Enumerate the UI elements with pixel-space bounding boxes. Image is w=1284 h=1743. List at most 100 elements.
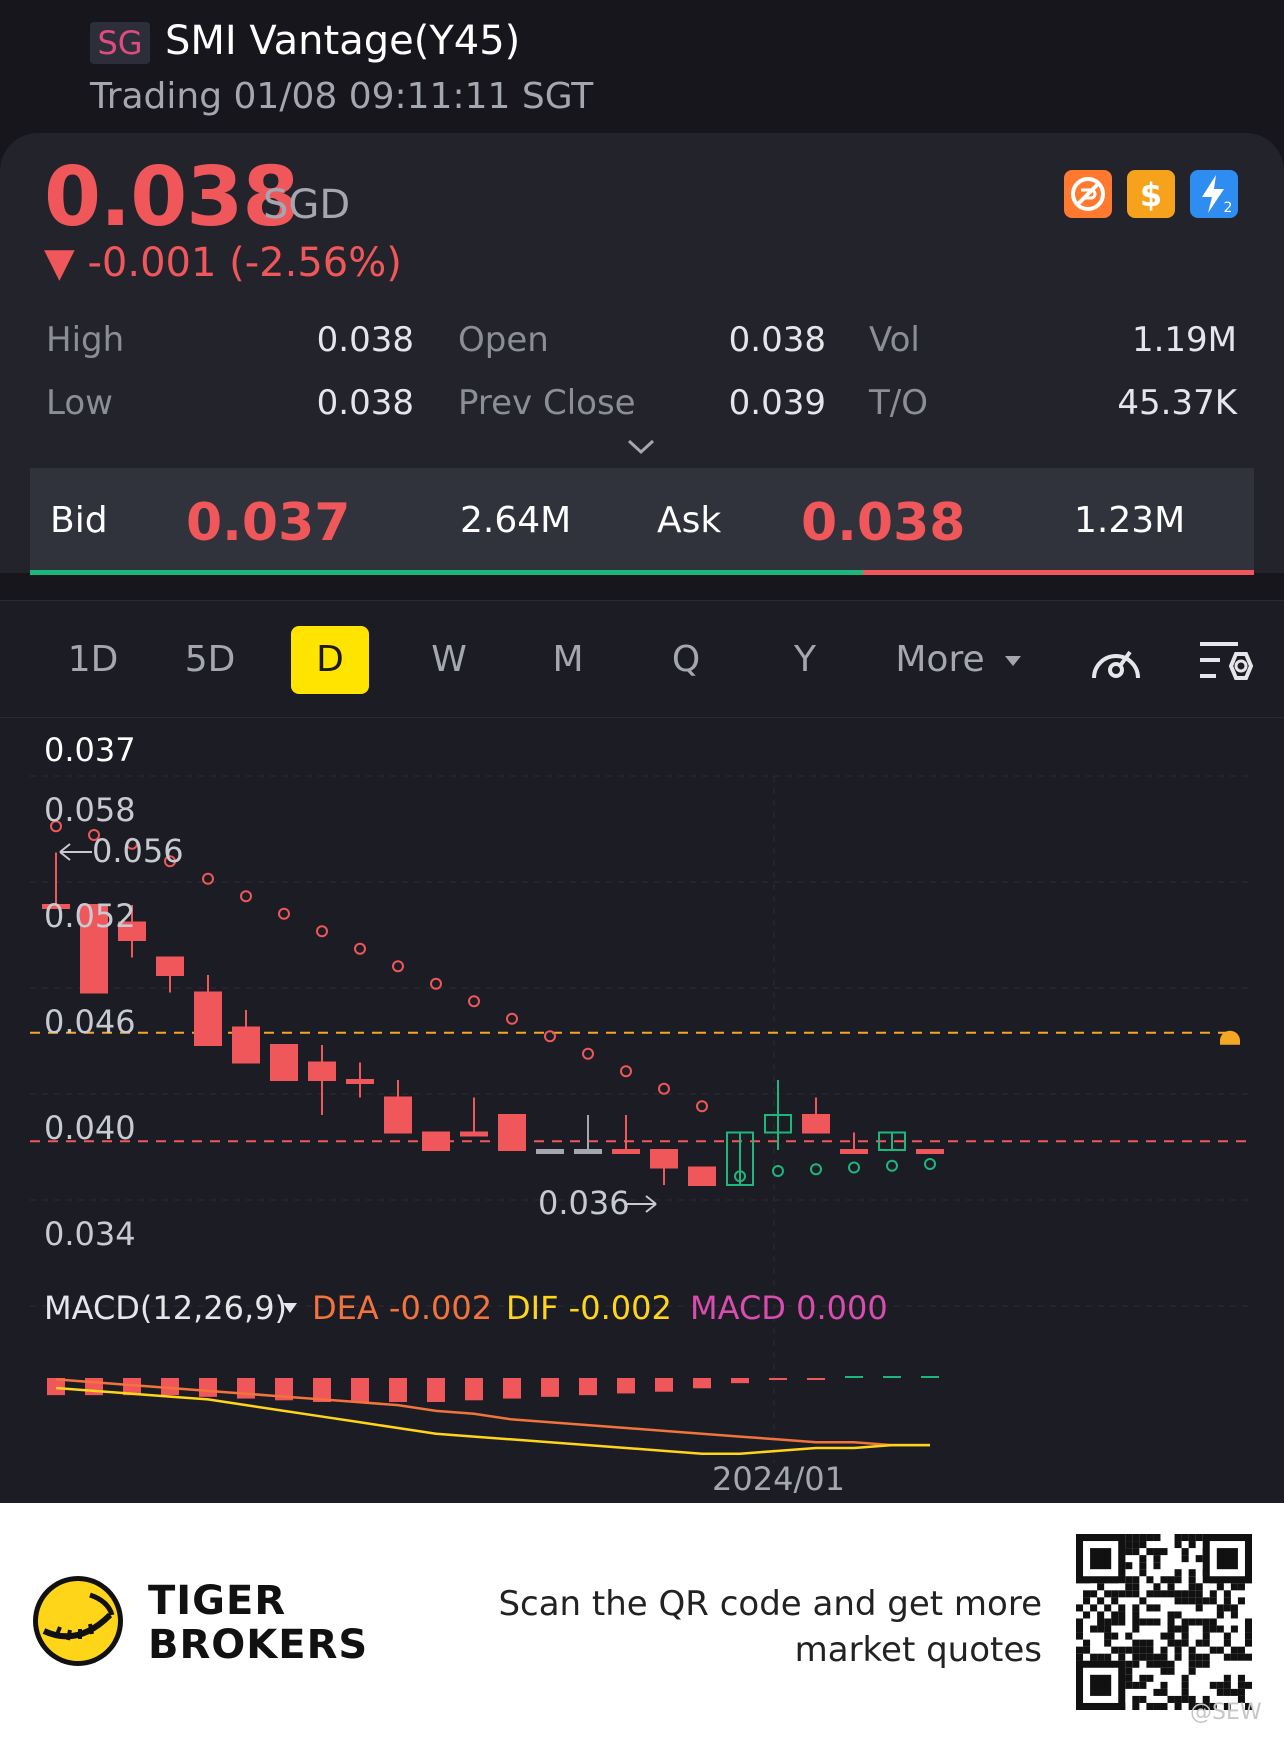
chevron-down-icon[interactable]: [626, 436, 656, 458]
no-short-icon[interactable]: [1064, 170, 1112, 218]
qr-module: [1223, 1681, 1231, 1689]
indicator-settings-icon[interactable]: [1196, 636, 1256, 686]
qr-module: [1104, 1625, 1112, 1633]
tab-more[interactable]: More: [895, 639, 985, 680]
qr-module: [1139, 1653, 1147, 1661]
macd-histogram-bar: [389, 1378, 407, 1402]
qr-module: [1132, 1695, 1140, 1703]
ask-ratio-bar: [863, 570, 1254, 575]
qr-module: [1167, 1667, 1175, 1675]
candle-body: [194, 991, 222, 1046]
chart-canvas[interactable]: [0, 718, 1284, 1503]
qr-module: [1188, 1534, 1196, 1542]
qr-module: [1195, 1590, 1203, 1598]
qr-module: [1188, 1576, 1196, 1584]
candle-body: [650, 1149, 678, 1169]
qr-module: [1181, 1618, 1189, 1626]
qr-module: [1223, 1688, 1231, 1696]
sar-dot: [924, 1158, 936, 1170]
qr-module: [1209, 1702, 1217, 1710]
qr-module: [1244, 1632, 1252, 1640]
qr-module: [1223, 1590, 1231, 1598]
turnover-label: T/O: [869, 383, 928, 423]
tab-5d[interactable]: 5D: [184, 639, 236, 680]
macd-title[interactable]: MACD(12,26,9): [44, 1289, 288, 1327]
kline-chart[interactable]: [0, 718, 1284, 1503]
qr-module: [1153, 1702, 1161, 1710]
macd-histogram-bar: [655, 1378, 673, 1392]
macd-histogram-bar: [199, 1378, 217, 1397]
qr-module: [1132, 1583, 1140, 1591]
qr-module: [1125, 1590, 1133, 1598]
x-axis-date: 2024/01: [712, 1460, 845, 1498]
macd-histogram-bar: [693, 1378, 711, 1389]
tab-yearly[interactable]: Y: [794, 639, 816, 680]
qr-module: [1083, 1639, 1091, 1647]
qr-module: [1111, 1646, 1119, 1654]
qr-module: [1097, 1618, 1105, 1626]
qr-module: [1223, 1632, 1231, 1640]
qr-module: [1111, 1590, 1119, 1598]
qr-module: [1202, 1625, 1210, 1633]
qr-module: [1181, 1674, 1189, 1682]
sar-dot: [430, 977, 442, 990]
qr-module: [1174, 1653, 1182, 1661]
qr-module: [1153, 1583, 1161, 1591]
qr-module: [1174, 1541, 1182, 1549]
macd-histogram-bar: [617, 1378, 635, 1394]
qr-module: [1244, 1618, 1252, 1626]
qr-module: [1202, 1653, 1210, 1661]
qr-module: [1076, 1653, 1084, 1661]
tab-monthly[interactable]: M: [552, 639, 584, 680]
qr-module: [1216, 1688, 1224, 1696]
qr-module: [1160, 1632, 1168, 1640]
qr-module: [1125, 1667, 1133, 1675]
caret-down-icon[interactable]: [1004, 654, 1022, 668]
leverage-icon[interactable]: 2: [1190, 170, 1238, 218]
macd-histogram-bar: [807, 1378, 825, 1380]
tab-weekly[interactable]: W: [431, 639, 467, 680]
qr-module: [1153, 1660, 1161, 1668]
qr-module: [1237, 1646, 1245, 1654]
candle-body: [346, 1079, 374, 1084]
speedometer-icon[interactable]: [1086, 636, 1146, 686]
qr-module: [1216, 1625, 1224, 1633]
tab-daily[interactable]: D: [291, 626, 369, 694]
qr-module: [1146, 1660, 1154, 1668]
tab-1d[interactable]: 1D: [67, 639, 119, 680]
qr-module: [1167, 1590, 1175, 1598]
max-marker-arrow: [59, 843, 92, 861]
caret-down-icon[interactable]: [282, 1302, 298, 1314]
macd-histogram-bar: [465, 1378, 483, 1401]
dividend-icon[interactable]: $: [1127, 170, 1175, 218]
qr-module: [1125, 1681, 1133, 1689]
sar-dot: [392, 960, 404, 973]
qr-module: [1181, 1695, 1189, 1703]
qr-module: [1237, 1695, 1245, 1703]
market-badge: SG: [90, 22, 150, 64]
candle-body: [384, 1096, 412, 1134]
qr-module: [1153, 1555, 1161, 1563]
qr-module: [1146, 1646, 1154, 1654]
qr-module: [1146, 1653, 1154, 1661]
qr-module: [1167, 1625, 1175, 1633]
bell-icon: [1220, 1030, 1240, 1045]
qr-module: [1167, 1660, 1175, 1668]
qr-module: [1146, 1590, 1154, 1598]
qr-module: [1237, 1688, 1245, 1696]
open-value: 0.038: [728, 320, 826, 360]
sar-dot: [240, 890, 252, 903]
qr-module: [1202, 1618, 1210, 1626]
qr-module: [1181, 1639, 1189, 1647]
sar-dot: [202, 872, 214, 885]
qr-module: [1223, 1639, 1231, 1647]
qr-module: [1188, 1702, 1196, 1710]
qr-module: [1118, 1618, 1126, 1626]
ask-size: 1.23M: [1074, 500, 1186, 541]
candle-body: [612, 1149, 640, 1154]
qr-module: [1209, 1618, 1217, 1626]
qr-module: [1104, 1639, 1112, 1647]
tab-quarterly[interactable]: Q: [671, 639, 701, 680]
qr-module: [1181, 1688, 1189, 1696]
macd-histogram-bar: [275, 1378, 293, 1401]
